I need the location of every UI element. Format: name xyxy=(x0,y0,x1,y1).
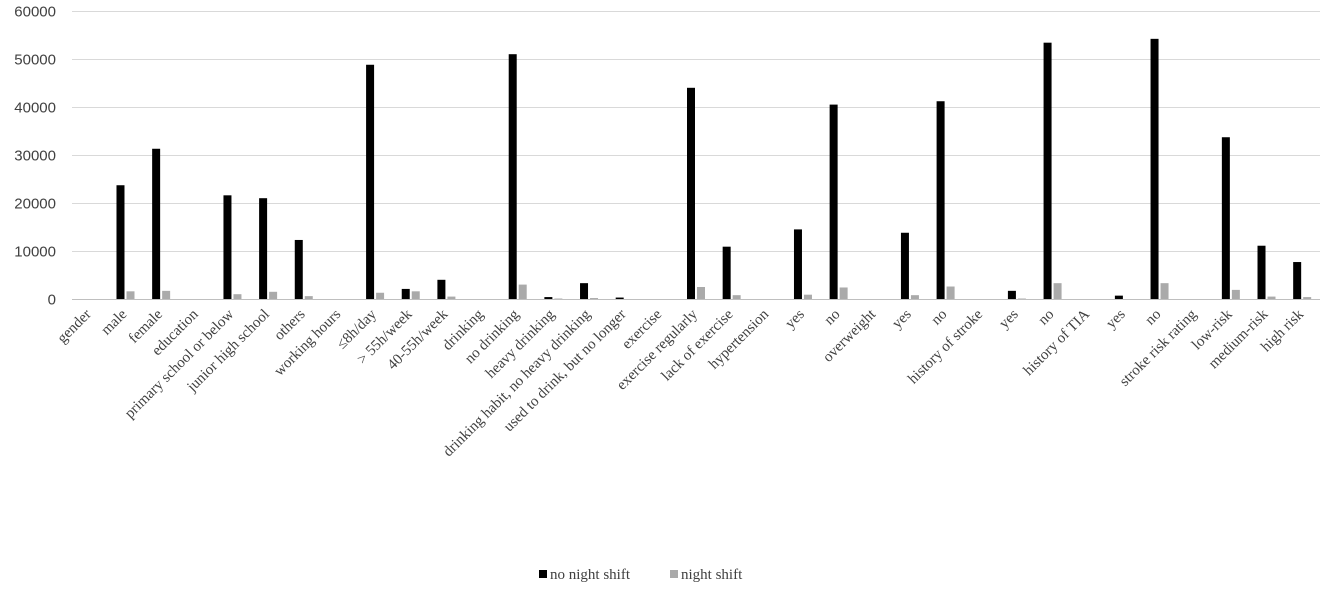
bar-no-night-shift xyxy=(793,229,802,299)
bar-no-night-shift xyxy=(437,279,446,299)
y-axis-ticks: 0 10000 20000 30000 40000 50000 60000 xyxy=(14,4,56,309)
bar-no-night-shift xyxy=(1150,38,1159,300)
bar-no-night-shift xyxy=(366,64,375,299)
x-tick-label: yes xyxy=(1103,306,1129,332)
bar-no-night-shift xyxy=(1114,295,1123,299)
bar-no-night-shift xyxy=(687,87,695,299)
bar-night-shift xyxy=(447,296,456,299)
x-tick-label: yes xyxy=(889,306,915,332)
bar-no-night-shift xyxy=(508,54,517,300)
bar-no-night-shift xyxy=(116,185,125,299)
bar-night-shift xyxy=(126,291,135,299)
bar-no-night-shift xyxy=(152,148,161,299)
y-tick-label: 30000 xyxy=(14,148,56,165)
bar-no-night-shift xyxy=(401,288,410,299)
y-tick-label: 40000 xyxy=(14,100,56,117)
x-tick-label: yes xyxy=(782,306,808,332)
bar-no-night-shift xyxy=(1007,290,1016,299)
bar-night-shift xyxy=(304,296,313,299)
bar-night-shift xyxy=(732,295,741,299)
x-tick-label: gender xyxy=(54,307,94,347)
bar-night-shift xyxy=(1303,297,1312,299)
y-tick-label: 10000 xyxy=(14,244,56,261)
bar-night-shift xyxy=(269,291,278,299)
bar-night-shift xyxy=(839,287,848,299)
bar-no-night-shift xyxy=(223,195,232,299)
x-tick-label: no xyxy=(822,307,844,329)
bar-no-night-shift xyxy=(615,297,624,299)
bar-night-shift xyxy=(1231,289,1240,299)
x-tick-label: no xyxy=(1142,307,1164,329)
bar-night-shift xyxy=(376,292,385,299)
bar-no-night-shift xyxy=(1043,42,1052,300)
bar-night-shift xyxy=(910,295,919,299)
bar-night-shift xyxy=(233,294,242,299)
bar-night-shift xyxy=(518,284,527,299)
bar-night-shift xyxy=(162,290,171,299)
bars xyxy=(116,38,1312,300)
bar-night-shift xyxy=(1267,296,1276,299)
bar-no-night-shift xyxy=(1293,262,1302,299)
x-tick-label: no xyxy=(929,307,951,329)
bar-night-shift xyxy=(590,298,599,299)
bar-no-night-shift xyxy=(1221,137,1230,299)
bar-no-night-shift xyxy=(294,239,303,299)
legend: no night shift night shift xyxy=(539,567,743,583)
legend-swatch xyxy=(539,570,547,578)
y-tick-label: 50000 xyxy=(14,52,56,69)
x-tick-label: history of TIA xyxy=(1021,306,1094,379)
bar-no-night-shift xyxy=(829,104,838,299)
bar-night-shift xyxy=(803,294,812,299)
legend-swatch xyxy=(670,570,678,578)
legend-label: night shift xyxy=(681,567,743,583)
bar-no-night-shift xyxy=(936,101,945,300)
x-tick-label: yes xyxy=(996,306,1022,332)
x-tick-label: male xyxy=(98,306,130,338)
bar-no-night-shift xyxy=(900,232,909,299)
bar-no-night-shift xyxy=(544,297,553,299)
bar-night-shift xyxy=(411,291,420,299)
y-tick-label: 0 xyxy=(48,292,56,309)
bar-no-night-shift xyxy=(722,246,731,299)
bar-no-night-shift xyxy=(580,283,589,299)
bar-no-night-shift xyxy=(259,198,268,299)
bar-night-shift xyxy=(1160,283,1169,299)
bar-night-shift xyxy=(697,287,705,299)
legend-label: no night shift xyxy=(550,567,631,583)
x-tick-label: no xyxy=(1035,307,1057,329)
gridlines xyxy=(72,11,1320,300)
bar-no-night-shift xyxy=(1257,245,1266,299)
y-tick-label: 60000 xyxy=(14,4,56,21)
bar-night-shift xyxy=(946,286,955,299)
bar-night-shift xyxy=(1053,283,1062,299)
y-tick-label: 20000 xyxy=(14,196,56,213)
